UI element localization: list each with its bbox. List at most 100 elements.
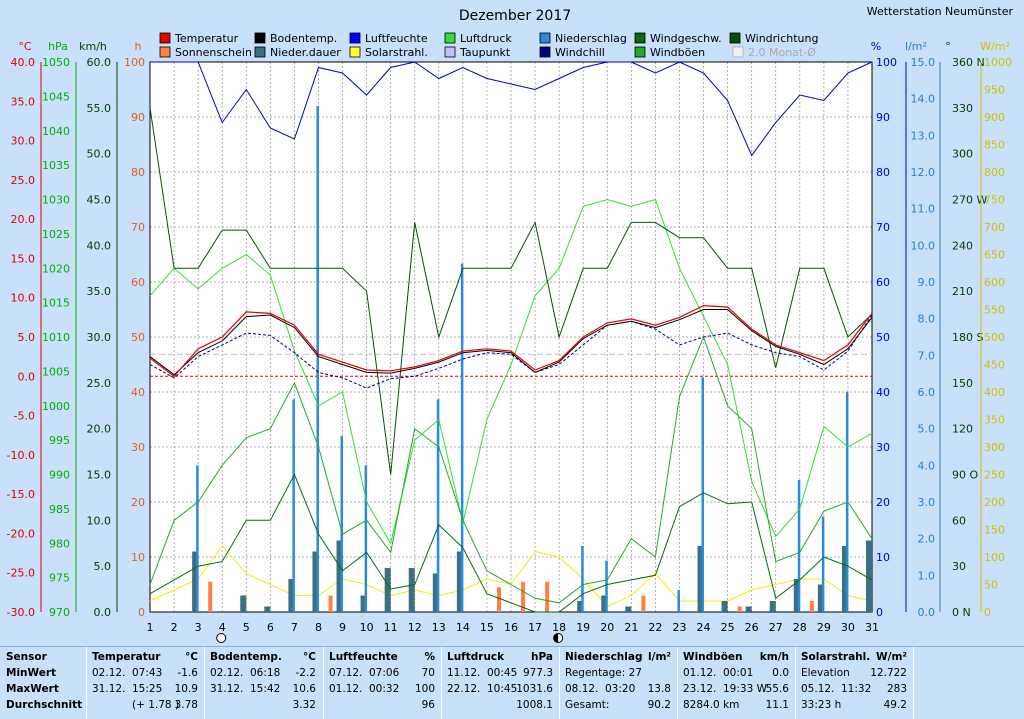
stats-date: 07.12. — [329, 667, 363, 679]
chart-title: Dezember 2017 — [459, 8, 571, 24]
stats-panel: Sensor MinWert MaxWert Durchschnitt Temperat… — [0, 646, 1024, 719]
day-label: 27 — [769, 621, 783, 634]
stats-row: MaxWert — [0, 681, 86, 697]
stats-value-row: 01.12. 00:01 0.0 — [677, 665, 795, 681]
new-moon-shade — [553, 633, 559, 643]
stats-value: 0.0 — [772, 667, 789, 679]
legend-label: Bodentemp. — [270, 32, 337, 45]
solar-axis-tick: 650 — [984, 249, 1005, 262]
bar-rain-duration — [384, 568, 391, 612]
stats-date: 22.12. — [447, 683, 481, 695]
wind-axis-tick: 30.0 — [87, 331, 112, 344]
stats-value-row: Gesamt: 90.2 — [559, 697, 677, 713]
solar-axis-tick: 400 — [984, 386, 1005, 399]
pressure-axis-tick: 1000 — [42, 400, 70, 413]
stats-time: 03:20 — [605, 683, 636, 695]
humidity-axis-tick: 30 — [876, 441, 890, 454]
stats-column-title: Luftfeuchte — [329, 651, 398, 663]
bar-rain — [364, 465, 368, 612]
legend-label: Nieder.dauer — [270, 46, 341, 59]
rain-axis-tick: 7.0 — [918, 349, 936, 362]
series-line-wind-speed — [149, 473, 873, 613]
series-line-temperature — [149, 304, 873, 378]
solar-axis-tick: 950 — [984, 84, 1005, 97]
solar-axis-unit: W/m² — [980, 40, 1010, 53]
legend-label: Sonnenschein — [175, 46, 252, 59]
stats-time: 00:32 — [369, 683, 400, 695]
full-moon-icon — [216, 633, 227, 643]
day-label: 22 — [648, 621, 662, 634]
stats-column: Niederschlag l/m² Regentage: 27 08.12. 03:20… — [559, 649, 677, 717]
legend-label: Windrichtung — [745, 32, 818, 45]
legend-swatch — [444, 32, 456, 44]
rain-axis-tick: 15.0 — [911, 56, 936, 69]
series-line-wind-gust — [149, 335, 873, 604]
solar-axis-tick: 0 — [984, 606, 991, 619]
legend-swatch — [729, 32, 741, 44]
bar-rain-duration — [240, 595, 247, 612]
stats-time: 07:43 — [132, 667, 163, 679]
stats-column: Luftfeuchte% 07.12. 07:06 70 01.12. 00:32 100 9… — [323, 649, 441, 717]
stats-value-row: 3.32 — [204, 697, 322, 713]
day-label: 7 — [291, 621, 298, 634]
stats-value-row: (+ 1.78 ) 3.78 — [86, 697, 204, 713]
day-label: 5 — [243, 621, 250, 634]
rain-axis-tick: 0.0 — [918, 606, 936, 619]
wind-axis-tick: 45.0 — [87, 194, 112, 207]
legend-swatch — [159, 32, 171, 44]
stats-value: 1008.1 — [516, 699, 553, 711]
stats-value-row: 1008.1 — [441, 697, 559, 713]
day-label: 25 — [721, 621, 735, 634]
temp-axis-unit: °C — [18, 40, 32, 53]
day-label: 12 — [408, 621, 422, 634]
bar-sunshine — [545, 581, 550, 612]
hours-axis-tick: 40 — [131, 386, 145, 399]
legend-label: Solarstrahl. — [365, 46, 428, 59]
bar-rain-duration — [601, 595, 608, 612]
legend-label: Luftdruck — [460, 32, 512, 45]
direction-axis-tick: 90 O — [952, 469, 978, 482]
day-label: 2 — [171, 621, 178, 634]
day-label: 14 — [456, 621, 470, 634]
bar-rain-duration — [360, 595, 367, 612]
axes-layer: 40.035.030.025.020.015.010.05.00.0-5.0-1… — [7, 40, 1012, 634]
stats-column-separator — [795, 647, 796, 719]
temp-axis-tick: -5.0 — [14, 410, 35, 423]
humidity-axis-tick: 80 — [876, 166, 890, 179]
solar-axis-tick: 250 — [984, 469, 1005, 482]
wind-axis-tick: 50.0 — [87, 148, 112, 161]
bar-rain-duration — [336, 540, 343, 612]
day-label: 3 — [195, 621, 202, 634]
stats-value: -1.6 — [177, 667, 199, 679]
solar-axis-tick: 500 — [984, 331, 1005, 344]
wind-axis-tick: 25.0 — [87, 377, 112, 390]
bar-rain-duration — [745, 606, 752, 612]
solar-axis-tick: 300 — [984, 441, 1005, 454]
stats-time: 15:25 — [132, 683, 163, 695]
legend-swatch — [634, 32, 646, 44]
stats-value: 12.722 — [870, 667, 907, 679]
stats-column: Solarstrahl. W/m² Elevation 12.722 05.12. 11:… — [795, 649, 913, 717]
pressure-axis-tick: 990 — [49, 469, 70, 482]
humidity-axis-unit: % — [871, 40, 881, 53]
pressure-axis-tick: 1030 — [42, 194, 70, 207]
temp-axis-tick: 10.0 — [11, 292, 36, 305]
rain-axis-tick: 9.0 — [918, 276, 936, 289]
day-label: 8 — [315, 621, 322, 634]
bar-rain-duration — [312, 551, 319, 612]
series-line-soil-temp — [149, 309, 873, 376]
wind-axis-tick: 35.0 — [87, 285, 112, 298]
direction-axis-tick: 30 — [952, 560, 966, 573]
solar-axis-tick: 550 — [984, 304, 1005, 317]
day-label: 6 — [267, 621, 274, 634]
stats-column-separator — [323, 647, 324, 719]
stats-date: 31.12. — [210, 683, 244, 695]
bar-rain-duration — [697, 546, 704, 612]
legend-label: Temperatur — [174, 32, 239, 45]
series-line-wind-direction — [149, 107, 873, 475]
wind-axis-tick: 0.0 — [94, 606, 112, 619]
direction-axis-tick: 330 — [952, 102, 973, 115]
humidity-axis-tick: 60 — [876, 276, 890, 289]
bar-sunshine — [328, 595, 333, 612]
